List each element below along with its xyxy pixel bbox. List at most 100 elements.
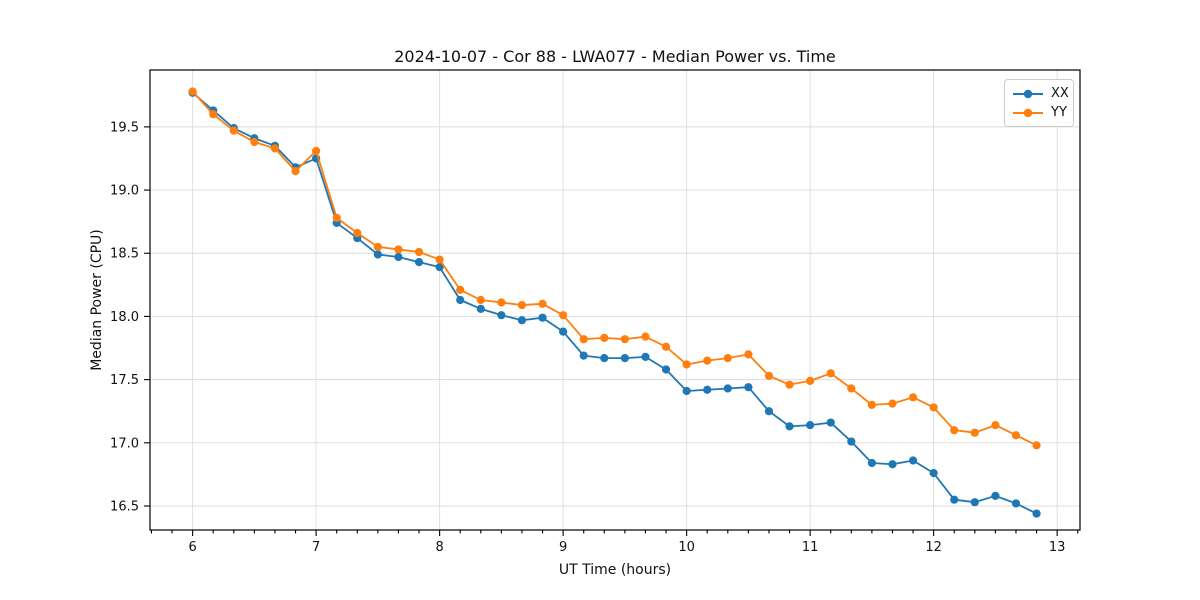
data-point-XX — [929, 469, 938, 478]
data-point-YY — [806, 376, 815, 385]
data-point-XX — [867, 458, 876, 468]
x-tick-label: 10 — [678, 540, 695, 555]
y-tick-label: 17.0 — [110, 436, 139, 451]
data-point-YY — [270, 144, 280, 153]
data-point-YY — [538, 299, 547, 308]
x-tick-label: 12 — [925, 540, 942, 555]
data-point-YY — [476, 295, 485, 305]
data-point-XX — [497, 311, 506, 320]
legend-entry-xx: XX — [1012, 84, 1073, 103]
x-axis-label: UT Time (hours) — [558, 562, 672, 578]
data-point-YY — [950, 426, 959, 435]
x-tick-label: 7 — [312, 540, 320, 555]
data-point-YY — [826, 369, 835, 378]
data-point-YY — [682, 360, 691, 369]
data-point-XX — [414, 257, 424, 267]
data-point-YY — [579, 335, 588, 344]
legend: XX YY — [1004, 79, 1074, 127]
ticks — [144, 126, 1079, 536]
data-point-YY — [291, 166, 300, 176]
legend-line-marker-icon — [1013, 108, 1043, 117]
data-point-YY — [970, 428, 979, 437]
data-point-XX — [950, 495, 959, 504]
data-point-XX — [1011, 499, 1021, 508]
data-point-YY — [312, 146, 321, 155]
data-point-YY — [764, 371, 774, 380]
data-point-XX — [600, 354, 609, 363]
chart-title: 2024-10-07 - Cor 88 - LWA077 - Median Po… — [394, 47, 836, 66]
data-point-XX — [785, 422, 794, 431]
tick-labels: 6 7 8 9 10 11 12 13 16.5 17.0 17.5 18.0 18.5 19.0 19.5 — [110, 120, 1065, 555]
data-point-XX — [744, 383, 753, 392]
axes-spines — [149, 69, 1081, 531]
data-point-YY — [456, 285, 465, 294]
data-point-YY — [435, 255, 444, 264]
y-tick-label: 19.0 — [110, 184, 139, 199]
data-point-XX — [806, 421, 815, 430]
data-point-YY — [847, 384, 856, 393]
data-point-YY — [620, 335, 629, 344]
x-tick-label: 13 — [1049, 540, 1066, 555]
data-point-YY — [641, 332, 650, 341]
x-tick-label: 11 — [802, 540, 819, 555]
data-point-XX — [888, 460, 897, 469]
y-tick-label: 19.5 — [110, 120, 139, 135]
data-point-XX — [579, 351, 588, 360]
data-point-XX — [661, 365, 671, 374]
data-point-YY — [929, 403, 938, 412]
data-point-XX — [847, 437, 856, 446]
legend-line-marker-icon — [1013, 89, 1043, 98]
data-point-XX — [703, 385, 712, 394]
data-point-YY — [353, 228, 362, 238]
data-point-YY — [600, 333, 609, 343]
data-point-XX — [476, 304, 485, 313]
data-point-XX — [435, 263, 444, 272]
data-point-YY — [559, 311, 568, 320]
series-YY — [188, 87, 1041, 450]
data-point-XX — [908, 456, 918, 465]
x-tick-label: 6 — [188, 540, 196, 555]
series-line-YY — [191, 90, 1037, 447]
grid — [150, 70, 1080, 530]
data-point-XX — [456, 295, 465, 305]
data-point-YY — [908, 393, 918, 402]
data-point-XX — [1032, 509, 1041, 518]
data-point-YY — [867, 400, 876, 409]
data-point-YY — [229, 126, 238, 135]
data-point-XX — [538, 313, 547, 322]
data-point-YY — [723, 354, 732, 363]
data-point-YY — [888, 399, 897, 408]
y-tick-label: 16.5 — [110, 499, 139, 514]
data-point-XX — [764, 407, 774, 416]
data-point-YY — [332, 213, 341, 222]
data-point-XX — [517, 316, 527, 325]
data-point-YY — [1032, 441, 1041, 450]
data-point-YY — [661, 342, 671, 351]
data-point-YY — [394, 245, 403, 254]
data-point-XX — [641, 352, 650, 361]
data-point-YY — [517, 300, 527, 310]
y-axis-label: Median Power (CPU) — [89, 229, 105, 371]
data-point-YY — [188, 87, 197, 96]
y-tick-label: 18.0 — [110, 310, 139, 325]
data-point-XX — [682, 386, 691, 396]
data-point-XX — [559, 327, 568, 336]
x-tick-label: 9 — [559, 540, 567, 555]
data-point-YY — [991, 421, 1000, 430]
data-point-YY — [785, 380, 794, 389]
data-point-XX — [373, 250, 382, 259]
legend-entry-yy: YY — [1012, 103, 1073, 122]
data-point-YY — [703, 356, 712, 365]
data-point-XX — [826, 418, 835, 427]
data-point-YY — [250, 137, 259, 147]
y-tick-label: 17.5 — [110, 373, 139, 388]
data-point-YY — [497, 298, 506, 307]
data-point-XX — [620, 354, 629, 363]
legend-label-xx: XX — [1051, 86, 1069, 101]
y-tick-label: 18.5 — [110, 247, 139, 262]
data-point-XX — [723, 384, 732, 393]
data-point-YY — [373, 242, 382, 252]
data-point-YY — [1011, 431, 1021, 440]
